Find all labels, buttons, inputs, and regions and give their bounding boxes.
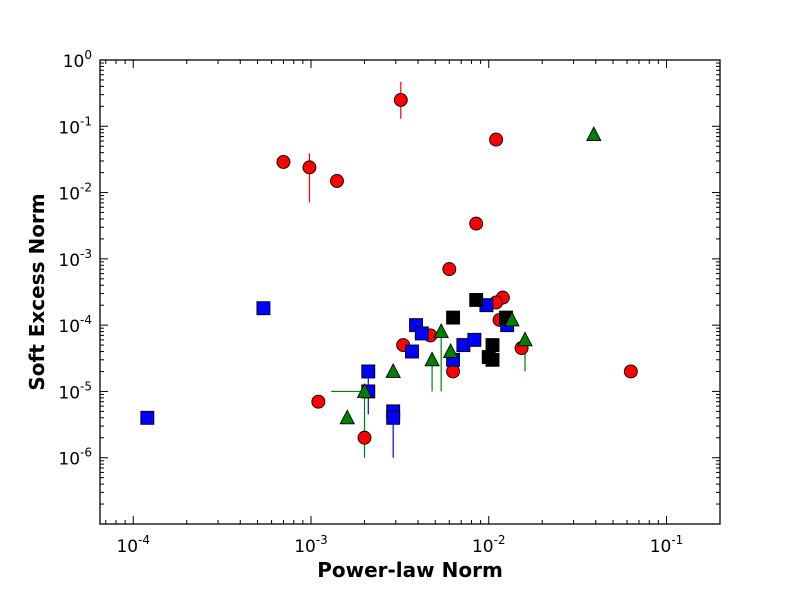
tick-base: 10: [650, 537, 672, 557]
tick-base: 10: [294, 537, 316, 557]
tick-exponent: 0: [84, 48, 92, 62]
y-tick-label: 10-3: [58, 247, 92, 271]
plot-area: [99, 59, 721, 525]
data-point-triangle: [356, 382, 373, 398]
tick-base: 10: [116, 537, 138, 557]
data-points: [140, 92, 638, 445]
y-tick-label: 10-5: [58, 379, 92, 403]
data-point-triangle: [424, 351, 440, 367]
data-point-circle: [489, 132, 504, 147]
data-point-square: [386, 410, 401, 425]
y-tick-label: 10-4: [58, 313, 92, 337]
tick-base: 10: [58, 383, 80, 403]
tick-base: 10: [63, 52, 85, 72]
data-point-circle: [393, 92, 408, 107]
tick-base: 10: [58, 118, 80, 138]
data-point-square: [361, 364, 376, 379]
data-point-triangle: [433, 323, 449, 339]
data-point-triangle: [385, 362, 401, 378]
data-point-square: [469, 292, 484, 307]
data-point-triangle: [339, 409, 356, 425]
tick-base: 10: [58, 450, 80, 470]
x-tick-label: 10-3: [294, 533, 328, 557]
data-point-circle: [623, 364, 638, 379]
tick-base: 10: [58, 185, 80, 205]
tick-labels: 10-4 10-3 10-2 10-110-610-510-410-310-210-1…: [58, 48, 683, 557]
data-point-circle: [302, 160, 317, 175]
tick-exponent: -3: [316, 533, 328, 547]
tick-base: 10: [58, 317, 80, 337]
data-point-square: [485, 338, 500, 353]
data-point-circle: [446, 364, 461, 379]
data-point-square: [446, 310, 461, 325]
x-tick-label: 10-1: [650, 533, 684, 557]
axis-ticks: [100, 59, 721, 525]
data-point-square: [140, 410, 155, 425]
y-tick-label: 10-6: [58, 446, 92, 470]
data-point-triangle: [504, 311, 520, 327]
data-point-square: [414, 326, 429, 341]
data-point-circle: [442, 262, 457, 277]
tick-exponent: -6: [80, 446, 92, 460]
tick-exponent: -1: [80, 114, 92, 128]
x-axis-title: Power-law Norm: [317, 558, 503, 582]
tick-base: 10: [472, 537, 494, 557]
data-point-circle: [357, 430, 372, 445]
data-point-triangle: [517, 331, 533, 347]
tick-exponent: -4: [80, 313, 92, 327]
tick-base: 10: [58, 251, 80, 271]
data-point-triangle: [586, 126, 602, 142]
data-point-square: [405, 344, 419, 359]
data-point-circle: [469, 216, 484, 231]
y-tick-label: 10-2: [58, 181, 92, 205]
data-point-square: [256, 301, 271, 316]
tick-exponent: -2: [80, 181, 92, 195]
data-point-circle: [276, 154, 291, 169]
data-point-circle: [330, 173, 344, 188]
y-tick-label: 100: [63, 48, 92, 72]
tick-exponent: -3: [80, 247, 92, 261]
data-point-triangle: [442, 343, 459, 358]
data-point-square: [485, 352, 500, 367]
y-axis-title: Soft Excess Norm: [25, 193, 49, 390]
tick-exponent: -2: [494, 533, 506, 547]
x-tick-label: 10-4: [116, 533, 150, 557]
x-tick-label: 10-2: [472, 533, 506, 557]
tick-exponent: -5: [80, 379, 92, 393]
tick-exponent: -4: [138, 533, 150, 547]
tick-exponent: -1: [671, 533, 683, 547]
y-tick-label: 10-1: [58, 114, 92, 138]
data-point-square: [467, 332, 482, 347]
data-point-circle: [311, 394, 326, 409]
